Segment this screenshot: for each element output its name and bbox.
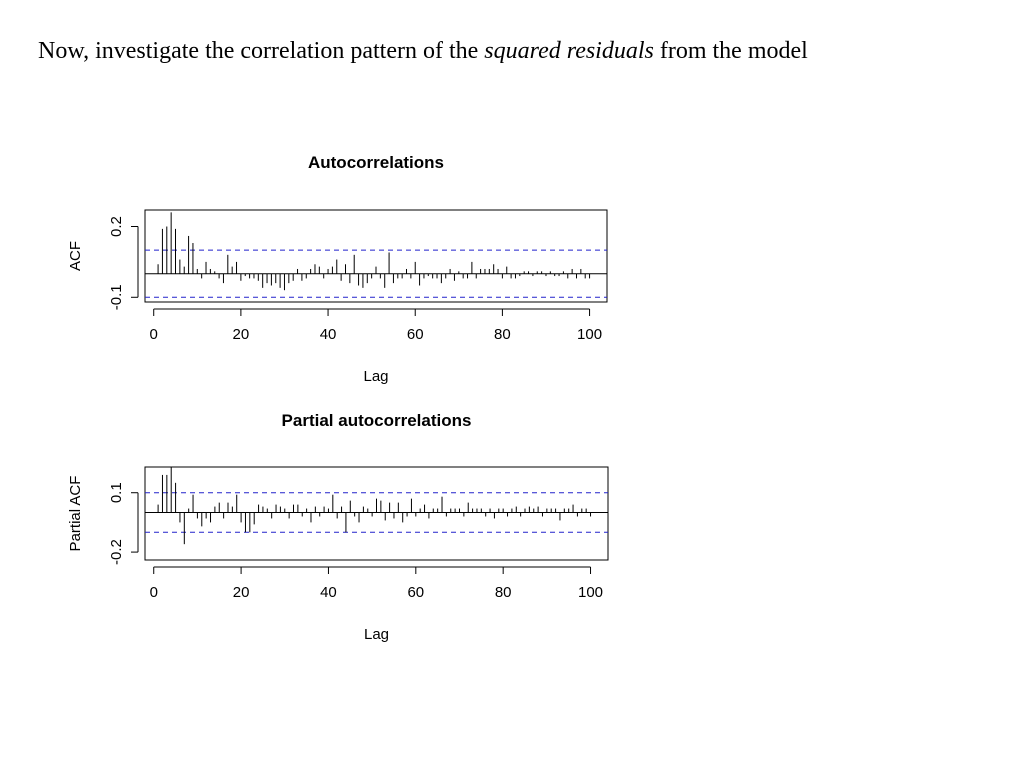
x-tick-label: 100 [578,584,603,601]
x-axis-label: Lag [364,626,389,643]
x-tick-label: 80 [495,584,512,601]
x-tick-label: 60 [407,326,424,343]
slide-heading: Now, investigate the correlation pattern… [38,38,808,65]
plot-frame [144,209,608,303]
y-tick-label: -0.2 [108,539,125,565]
plot-frame [144,466,609,561]
chart-title: Autocorrelations [308,153,444,172]
x-tick-label: 20 [233,584,250,601]
x-tick-label: 100 [577,326,602,343]
heading-text-after: from the model [653,38,808,64]
chart-2: Partial autocorrelations 0 20 40 60 80 100 -0.2… [67,411,609,643]
heading-text-before: Now, investigate the correlation pattern… [38,38,485,64]
heading-text-emphasis: squared residuals [484,38,654,64]
x-tick-label: 40 [320,326,337,343]
x-tick-label: 0 [150,584,158,601]
x-tick-label: 0 [150,326,158,343]
x-tick-label: 20 [233,326,250,343]
x-axis-label: Lag [363,368,388,385]
y-tick-label: 0.1 [108,482,125,503]
y-axis-label: Partial ACF [67,476,84,552]
chart-1: Autocorrelations 0 20 40 60 80 100 -0.1 0.2 Lag AC… [67,153,608,385]
y-axis-label: ACF [67,241,84,271]
x-tick-label: 40 [320,584,337,601]
x-tick-label: 60 [407,584,424,601]
y-tick-label: 0.2 [108,216,125,237]
x-tick-label: 80 [494,326,511,343]
y-tick-label: -0.1 [108,284,125,310]
chart-title: Partial autocorrelations [282,411,472,430]
